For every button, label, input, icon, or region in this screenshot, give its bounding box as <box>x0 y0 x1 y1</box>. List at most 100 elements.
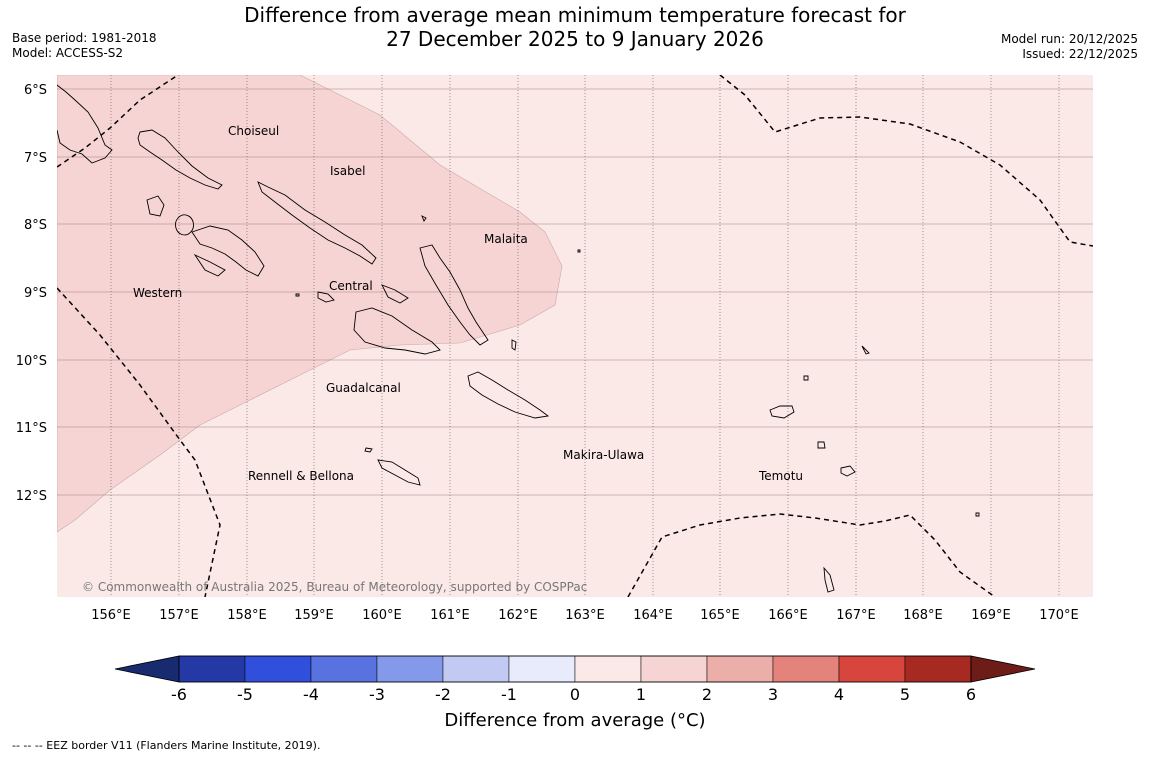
longitude-gridlines <box>110 75 1060 597</box>
island-vella-lavella <box>146 195 165 217</box>
colorbar-tick-label: -3 <box>369 685 385 704</box>
region-label-western: Western <box>133 286 182 300</box>
lon-label: 159°E <box>294 608 334 623</box>
lon-label: 167°E <box>836 608 876 623</box>
colorbar-high-extend <box>970 655 1036 683</box>
island-western-north <box>57 84 113 164</box>
colorbar-ticks: -6 -5 -4 -3 -2 -1 0 1 2 3 4 5 6 <box>171 685 976 704</box>
lon-label: 158°E <box>227 608 267 623</box>
colorbar-cell <box>442 655 510 683</box>
colorbar-label: Difference from average (°C) <box>444 710 706 731</box>
colorbar-cell <box>376 655 444 683</box>
region-label-choiseul: Choiseul <box>228 124 279 138</box>
colorbar-cell <box>574 655 642 683</box>
colorbar-tick-label: 1 <box>636 685 646 704</box>
lon-label: 160°E <box>362 608 402 623</box>
lon-label: 168°E <box>903 608 943 623</box>
island-bellona <box>364 447 373 453</box>
colorbar-tick-label: 5 <box>900 685 910 704</box>
lon-label: 169°E <box>971 608 1011 623</box>
higher-anomaly-region <box>57 75 563 533</box>
colorbar: -6 -5 -4 -3 -2 -1 0 1 2 3 4 5 6 <box>114 655 1036 704</box>
island-guadalcanal <box>353 307 441 355</box>
title-line-1: Difference from average mean minimum tem… <box>244 3 906 27</box>
latitude-gridlines <box>57 88 1093 496</box>
lon-label: 166°E <box>768 608 808 623</box>
island-vanikoro <box>840 465 856 477</box>
colorbar-tick-label: 4 <box>834 685 844 704</box>
base-period: Base period: 1981-2018 <box>12 31 157 45</box>
island-anuta <box>823 566 835 593</box>
region-labels: Choiseul Isabel Malaita Western Central … <box>133 124 803 483</box>
colorbar-tick-label: -6 <box>171 685 187 704</box>
longitude-labels: 156°E 157°E 158°E 159°E 160°E 161°E 162°… <box>91 608 1079 623</box>
lon-label: 163°E <box>565 608 605 623</box>
island-utupua <box>817 441 826 449</box>
colorbar-cell <box>706 655 774 683</box>
colorbar-cell <box>508 655 576 683</box>
issued-date: Issued: 22/12/2025 <box>1022 47 1138 61</box>
islands <box>57 84 980 593</box>
island-florida <box>317 291 335 303</box>
region-label-isabel: Isabel <box>330 164 365 178</box>
eez-footnote: -- -- -- EEZ border V11 (Flanders Marine… <box>12 739 321 752</box>
copyright-notice: © Commonwealth of Australia 2025, Bureau… <box>82 580 588 594</box>
lon-label: 157°E <box>159 608 199 623</box>
island-isabel <box>257 181 377 265</box>
eez-borders <box>57 75 1093 597</box>
colorbar-cell <box>178 655 246 683</box>
island-malaita <box>419 244 489 346</box>
island-duff <box>861 345 870 355</box>
lat-label: 10°S <box>16 354 47 369</box>
meta-right: Model run: 20/12/2025 Issued: 22/12/2025 <box>1001 32 1138 62</box>
colorbar-cell <box>310 655 378 683</box>
island-choiseul <box>137 129 223 190</box>
island-rennell <box>377 459 421 486</box>
island-rendova <box>193 253 226 277</box>
region-label-malaita: Malaita <box>484 232 528 246</box>
island-small-2 <box>295 293 300 297</box>
region-label-rennell: Rennell & Bellona <box>248 469 354 483</box>
lon-label: 156°E <box>91 608 131 623</box>
colorbar-cells <box>178 655 972 683</box>
colorbar-low-extend <box>114 655 180 683</box>
colorbar-cell <box>640 655 708 683</box>
island-santa-cruz <box>769 405 795 419</box>
lat-label: 11°S <box>16 421 47 436</box>
colorbar-tick-label: 0 <box>570 685 580 704</box>
map-title: Difference from average mean minimum tem… <box>200 3 950 51</box>
island-tikopia <box>975 512 980 517</box>
lon-label: 165°E <box>700 608 740 623</box>
island-central-small <box>381 284 409 304</box>
region-label-guadalcanal: Guadalcanal <box>326 381 401 395</box>
lon-label: 164°E <box>633 608 673 623</box>
colorbar-tick-label: 2 <box>702 685 712 704</box>
island-sikaiana <box>511 339 517 351</box>
lat-label: 7°S <box>24 151 47 166</box>
colorbar-tick-label: -5 <box>237 685 253 704</box>
island-kolombangara <box>175 214 194 236</box>
island-reef <box>803 375 809 381</box>
title-line-2: 27 December 2025 to 9 January 2026 <box>386 27 764 51</box>
map-area <box>57 75 1093 597</box>
colorbar-cell <box>772 655 840 683</box>
colorbar-cell <box>838 655 906 683</box>
colorbar-tick-label: 6 <box>966 685 976 704</box>
island-small-1 <box>577 249 581 253</box>
meta-left: Base period: 1981-2018 Model: ACCESS-S2 <box>12 31 157 61</box>
island-new-georgia <box>191 225 265 277</box>
model-name: Model: ACCESS-S2 <box>12 46 124 60</box>
lat-label: 9°S <box>24 286 47 301</box>
model-run: Model run: 20/12/2025 <box>1000 32 1138 46</box>
lon-label: 170°E <box>1039 608 1079 623</box>
lon-label: 161°E <box>430 608 470 623</box>
lat-label: 12°S <box>16 489 47 504</box>
island-ontong <box>421 215 427 222</box>
lat-label: 8°S <box>24 218 47 233</box>
lat-label: 6°S <box>24 83 47 98</box>
colorbar-cell <box>904 655 972 683</box>
lon-label: 162°E <box>498 608 538 623</box>
colorbar-cell <box>244 655 312 683</box>
latitude-labels: 6°S 7°S 8°S 9°S 10°S 11°S 12°S <box>16 83 47 504</box>
